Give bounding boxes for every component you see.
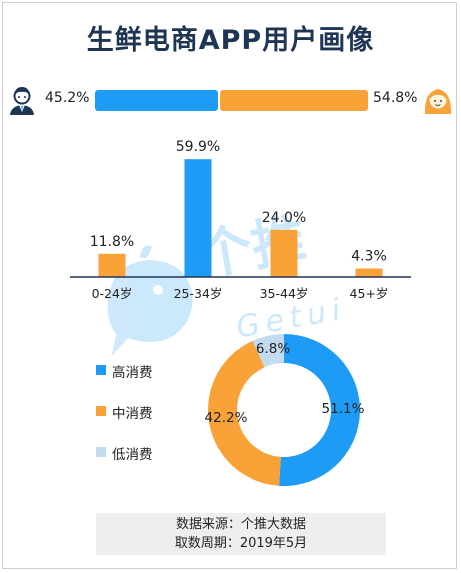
donut-value-label-1: 42.2% <box>205 410 248 426</box>
donut-slice-1 <box>208 340 281 486</box>
source-box: 数据来源：个推大数据 取数周期：2019年5月 <box>96 513 386 555</box>
watermark: 个推 Getui <box>107 207 349 356</box>
female-avatar-icon <box>424 89 452 114</box>
legend-label-high: 高消费 <box>112 365 153 381</box>
bar-category-label-2: 35-44岁 <box>260 286 309 301</box>
bar-category-label-3: 45+岁 <box>350 286 389 301</box>
legend-swatch-high <box>96 365 106 375</box>
bar-value-label-0: 11.8% <box>90 234 134 250</box>
consumption-donut-chart: 51.1% 42.2% 6.8% <box>205 334 365 486</box>
bar-2 <box>270 229 298 277</box>
male-avatar-icon <box>10 87 34 115</box>
bar-value-label-3: 4.3% <box>351 249 387 265</box>
bar-0 <box>98 253 126 277</box>
female-percent-label: 54.8% <box>373 90 418 106</box>
bar-category-label-1: 25-34岁 <box>174 286 223 301</box>
donut-slice-2 <box>252 334 284 368</box>
female-ratio-bar <box>220 90 368 111</box>
donut-value-label-0: 51.1% <box>322 401 365 417</box>
donut-slice-0 <box>278 334 360 486</box>
age-bar-chart: 11.8% 0-24岁 59.9% 25-34岁 24.0% 35-44岁 4.3% 45+岁 <box>90 139 389 301</box>
source-line: 数据来源：个推大数据 <box>175 517 306 532</box>
bar-1 <box>184 159 212 277</box>
whale-mascot-icon <box>107 245 193 356</box>
legend-swatch-mid <box>96 406 106 416</box>
bar-value-label-2: 24.0% <box>262 210 306 226</box>
male-percent-label: 45.2% <box>45 90 90 106</box>
bar-3 <box>355 268 383 277</box>
male-ratio-bar <box>95 90 218 111</box>
gender-ratio-row: 45.2% 54.8% <box>0 84 461 116</box>
page-title: 生鲜电商APP用户画像 <box>86 25 375 56</box>
period-line: 取数周期：2019年5月 <box>174 536 308 551</box>
donut-value-label-2: 6.8% <box>256 341 290 357</box>
bar-category-label-0: 0-24岁 <box>92 286 133 301</box>
legend-swatch-low <box>96 447 106 457</box>
legend-label-mid: 中消费 <box>112 406 153 422</box>
legend-label-low: 低消费 <box>112 447 153 463</box>
bar-value-label-1: 59.9% <box>176 139 220 155</box>
